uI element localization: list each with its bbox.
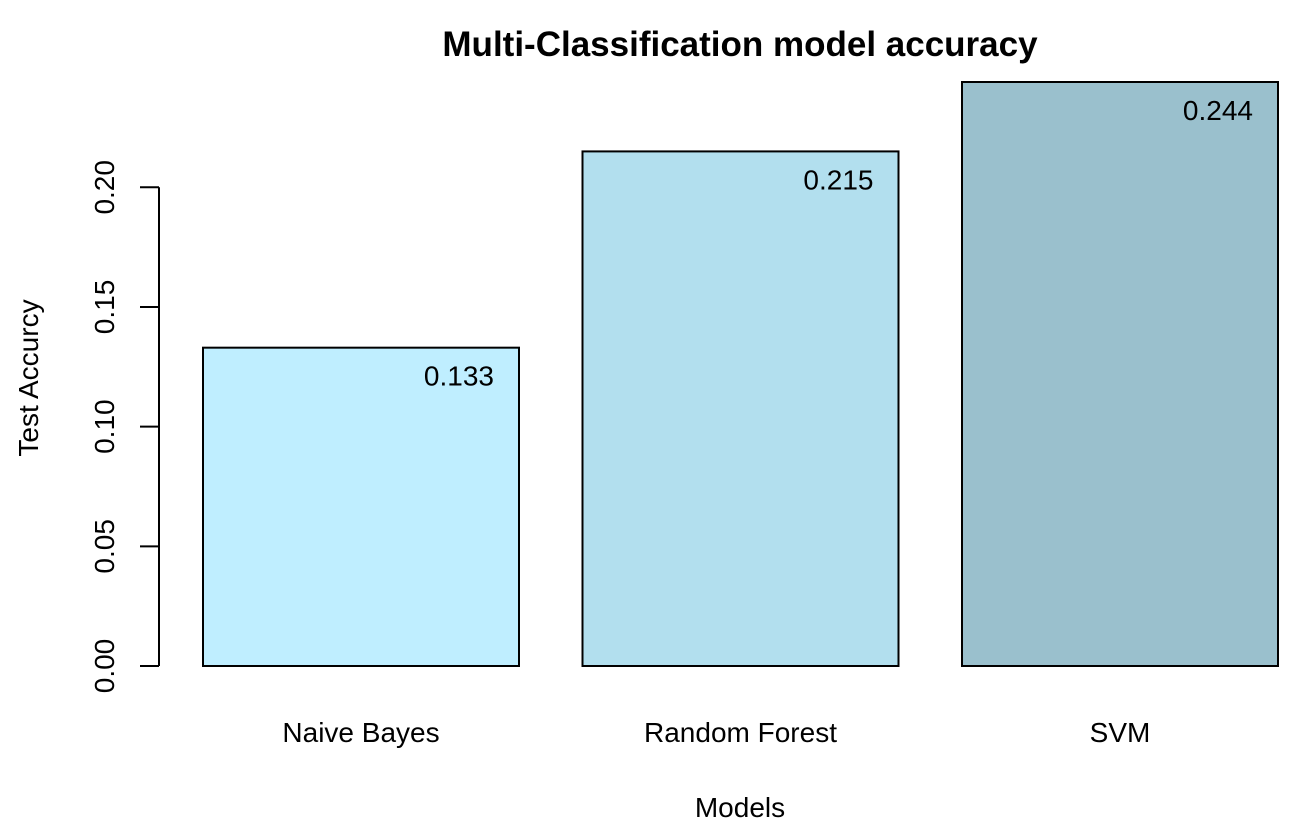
y-axis: 0.00 0.05 0.10 0.15 0.20: [89, 160, 160, 694]
value-labels: 0.133 0.215 0.244: [424, 95, 1253, 392]
bar: [581, 150, 900, 667]
bars: [202, 81, 1279, 667]
x-axis-label: Models: [695, 792, 785, 823]
data-label: 0.215: [803, 164, 873, 195]
x-tick-labels: Naive Bayes Random Forest SVM: [282, 717, 1150, 748]
y-tick-label: 0.05: [89, 519, 120, 574]
data-label: 0.133: [424, 361, 494, 392]
x-tick-label: SVM: [1090, 717, 1151, 748]
x-tick-label: Naive Bayes: [282, 717, 439, 748]
bar: [202, 346, 520, 667]
y-tick-label: 0.20: [89, 160, 120, 215]
y-axis-label: Test Accurcy: [13, 299, 44, 456]
y-tick-label: 0.10: [89, 399, 120, 454]
chart-title: Multi-Classification model accuracy: [442, 25, 1038, 64]
x-tick-label: Random Forest: [644, 717, 837, 748]
bar: [961, 81, 1279, 667]
data-label: 0.244: [1183, 95, 1253, 126]
y-tick-label: 0.00: [89, 639, 120, 694]
y-tick-label: 0.15: [89, 280, 120, 335]
